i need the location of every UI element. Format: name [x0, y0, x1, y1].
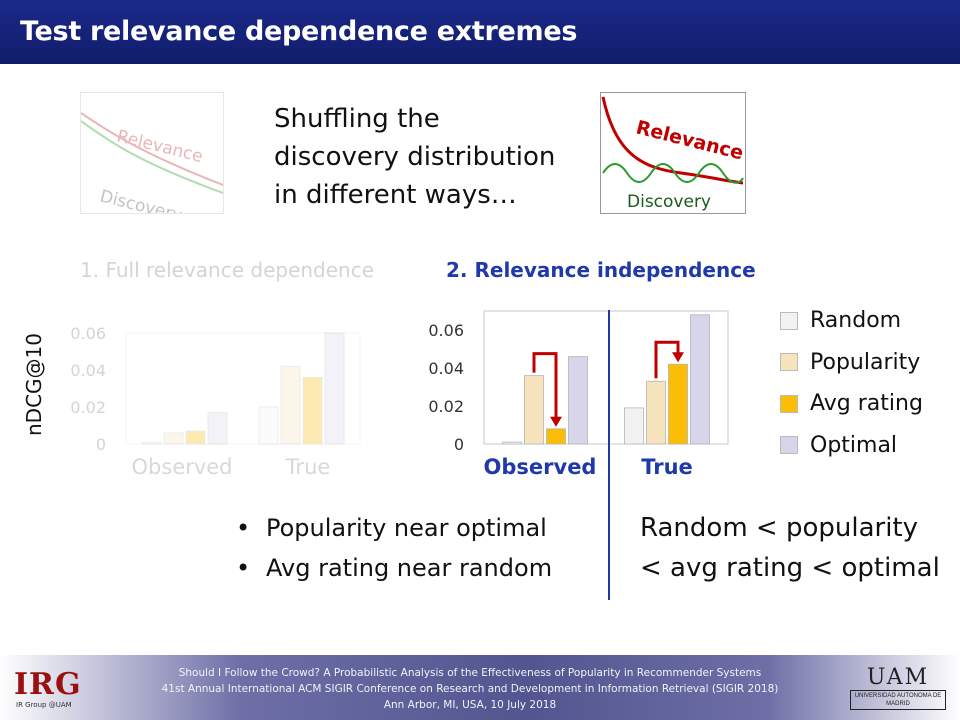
slide-title: Test relevance dependence extremes — [20, 16, 578, 47]
footer-bar: IRG IR Group @UAM Should I Follow the Cr… — [0, 655, 960, 720]
legend-label-optimal: Optimal — [810, 432, 898, 458]
legend-label-avg-rating: Avg rating — [810, 391, 923, 417]
independence-curves: Relevance Discovery — [601, 96, 745, 212]
legend-item-avg-rating: Avg rating — [780, 383, 923, 425]
bar-optimal-observed — [568, 356, 588, 445]
arrow-head — [550, 416, 562, 427]
legend-swatch-popularity — [780, 353, 798, 372]
x-category-label-1: Observed — [131, 455, 232, 479]
y-tick-label-2: 0 — [454, 435, 464, 454]
uam-logo-subtitle: UNIVERSIDAD AUTONOMA DE MADRID — [850, 690, 946, 710]
y-tick-label-1: 0 — [96, 435, 106, 454]
plot-area-2 — [483, 310, 729, 445]
intro-line-2: discovery distribution — [274, 142, 556, 172]
section-full-dependence-title: 1. Full relevance dependence — [80, 258, 375, 282]
bar-optimal-true — [324, 332, 345, 445]
intro-line-1: Shuffling the — [274, 104, 440, 134]
irg-logo-subtitle: IR Group @UAM — [16, 701, 72, 709]
bar-avg-rating-true — [668, 363, 688, 445]
x-category-label-2: True — [641, 455, 693, 479]
bullet-text-2: Avg rating near random — [266, 554, 553, 582]
footer-line-2: 41st Annual International ACM SIGIR Conf… — [161, 683, 779, 695]
bullet-dot: • — [236, 514, 251, 542]
bullet-dot: • — [236, 554, 251, 582]
irg-logo: IRG — [14, 667, 82, 702]
conclusion-line-2: < avg rating < optimal — [640, 553, 940, 583]
x-category-label-2: Observed — [484, 455, 597, 479]
bar-random-true — [624, 407, 644, 445]
section-independence-title: 2. Relevance independence — [446, 258, 756, 282]
legend-swatch-avg-rating — [780, 394, 798, 413]
y-tick-label-2: 0.04 — [428, 359, 464, 378]
y-tick-label-1: 0.06 — [70, 324, 106, 343]
section-divider — [608, 310, 610, 600]
y-tick-label-2: 0.02 — [428, 397, 464, 416]
y-tick-label-1: 0.04 — [70, 361, 106, 380]
bar-optimal-observed — [207, 412, 228, 445]
arrow-head — [672, 352, 684, 363]
intro-line-3: in different ways… — [274, 180, 517, 210]
full-dependence-illustration: Relevance Discovery — [80, 92, 224, 214]
legend-item-optimal: Optimal — [780, 425, 923, 467]
bar-random-observed — [502, 441, 522, 445]
plot-area-1 — [125, 332, 361, 445]
bar-avg-rating-true — [302, 376, 323, 445]
bar-random-true — [258, 406, 279, 445]
intro-text: Shuffling the discovery distribution in … — [274, 100, 555, 214]
legend-swatch-random — [780, 311, 798, 330]
bullet-list: • Popularity near optimal • Avg rating nea… — [236, 508, 552, 588]
conclusion-line-1: Random < popularity — [640, 513, 919, 543]
chart-legend: Random Popularity Avg rating Optimal — [780, 300, 923, 466]
bar-avg-rating-observed — [546, 428, 566, 445]
conclusion-text: Random < popularity < avg rating < optim… — [640, 508, 940, 588]
legend-item-random: Random — [780, 300, 923, 342]
bar-popularity-observed — [524, 375, 544, 445]
bar-optimal-true — [690, 314, 710, 445]
footer-line-1: Should I Follow the Crowd? A Probabilist… — [178, 667, 762, 679]
legend-swatch-optimal — [780, 436, 798, 455]
uam-logo-text: UAM — [866, 665, 930, 690]
bullet-text-1: Popularity near optimal — [266, 514, 547, 542]
legend-label-random: Random — [810, 308, 902, 334]
bar-popularity-observed — [163, 432, 184, 445]
y-tick-label-1: 0.02 — [70, 398, 106, 417]
independence-illustration: Relevance Discovery — [600, 92, 746, 214]
title-bar: Test relevance dependence extremes — [0, 0, 960, 64]
bar-random-observed — [141, 441, 162, 445]
arrow-line — [654, 340, 680, 379]
legend-label-popularity: Popularity — [810, 349, 921, 375]
bullet-item: • Avg rating near random — [236, 548, 552, 588]
legend-item-popularity: Popularity — [780, 342, 923, 384]
footer-citation: Should I Follow the Crowd? A Probabilist… — [150, 665, 790, 713]
bullet-item: • Popularity near optimal — [236, 508, 552, 548]
full-dependence-curves: Relevance Discovery — [81, 112, 223, 213]
arrow-line — [532, 352, 558, 419]
footer-line-3: Ann Arbor, MI, USA, 10 July 2018 — [383, 699, 557, 711]
y-tick-label-2: 0.06 — [428, 321, 464, 340]
bar-popularity-true — [646, 380, 666, 445]
uam-logo: UAM UNIVERSIDAD AUTONOMA DE MADRID — [850, 665, 946, 710]
bar-avg-rating-observed — [185, 430, 206, 445]
x-category-label-1: True — [285, 455, 331, 479]
discovery-label: Discovery — [627, 192, 711, 212]
bar-popularity-true — [280, 365, 301, 445]
